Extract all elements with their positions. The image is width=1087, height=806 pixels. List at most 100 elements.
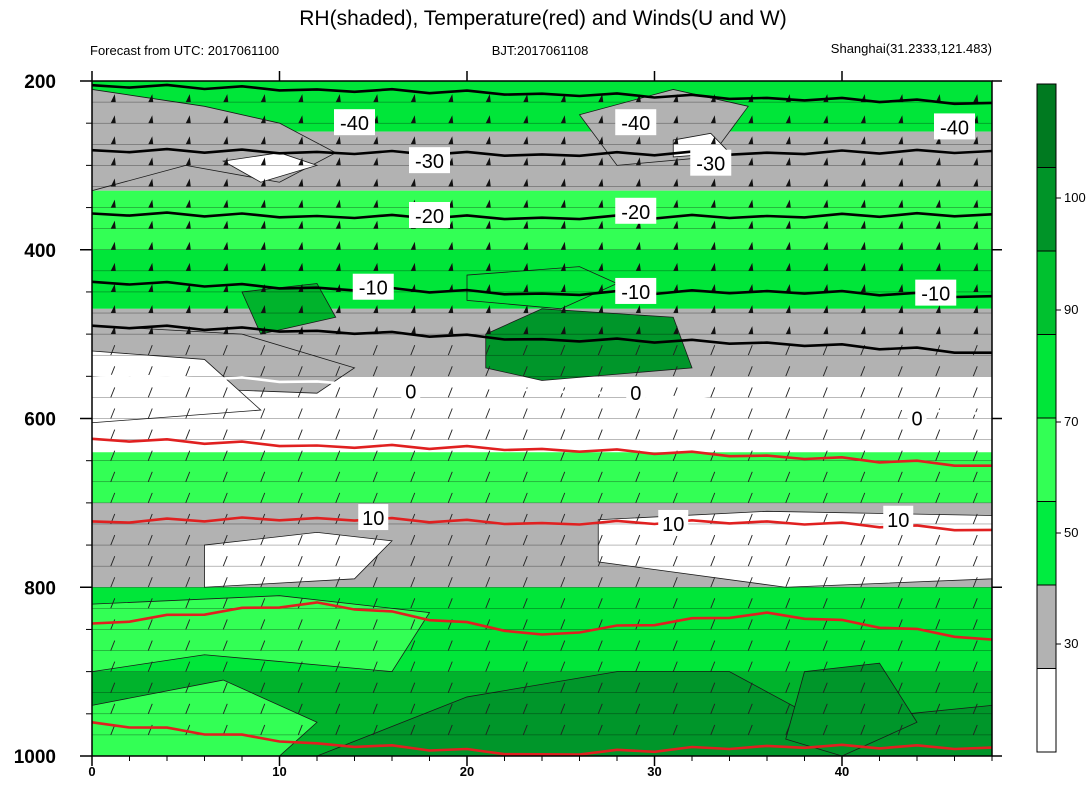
contour-label: 10 xyxy=(883,505,914,532)
wind-barb xyxy=(222,577,228,588)
colorbar-label: 30 xyxy=(1064,636,1078,651)
wind-barb xyxy=(335,577,341,588)
wind-barb xyxy=(373,220,379,229)
wind-barb xyxy=(823,115,829,124)
wind-barb xyxy=(785,178,791,187)
wind-barb xyxy=(560,555,566,567)
wind-barb xyxy=(560,450,566,461)
wind-barb xyxy=(110,577,116,588)
wind-barb xyxy=(298,199,304,208)
wind-barb xyxy=(410,471,416,482)
wind-barb xyxy=(148,157,154,166)
wind-barb xyxy=(448,136,454,145)
wind-barb xyxy=(785,534,791,546)
wind-barb xyxy=(222,640,228,651)
wind-barb xyxy=(635,492,641,504)
colorbar-label: 90 xyxy=(1064,302,1078,317)
wind-barb xyxy=(485,345,491,356)
wind-barb xyxy=(785,724,791,736)
wind-barb xyxy=(672,492,678,504)
wind-barb xyxy=(260,305,266,314)
forecast-time-label: Forecast from UTC: 2017061100 xyxy=(90,43,279,58)
wind-barb xyxy=(860,703,866,714)
wind-barb xyxy=(522,429,528,440)
wind-barb xyxy=(485,492,491,504)
wind-barb xyxy=(785,115,791,124)
wind-barb xyxy=(673,241,679,250)
wind-barb xyxy=(148,220,154,229)
wind-barb xyxy=(560,429,566,440)
wind-barb xyxy=(223,178,229,187)
wind-barb xyxy=(373,136,379,145)
wind-barb xyxy=(897,703,903,714)
wind-barb xyxy=(260,703,266,714)
contour-label-box xyxy=(401,377,421,404)
wind-barb xyxy=(897,429,903,440)
wind-barb xyxy=(973,94,979,103)
wind-barb xyxy=(260,94,266,103)
wind-barb xyxy=(635,305,641,314)
wind-barb xyxy=(260,366,266,377)
wind-barb xyxy=(560,661,566,672)
wind-barb xyxy=(973,262,979,271)
wind-barb xyxy=(335,534,341,546)
wind-barb xyxy=(785,136,791,145)
wind-barb xyxy=(185,450,191,461)
wind-barb xyxy=(410,703,416,714)
wind-barb xyxy=(898,241,904,250)
wind-barb xyxy=(748,157,754,166)
wind-barb xyxy=(972,619,978,630)
wind-barb xyxy=(710,640,716,651)
wind-barb xyxy=(222,471,228,482)
wind-barb xyxy=(822,640,828,651)
wind-barb xyxy=(747,534,753,546)
wind-barb xyxy=(410,326,416,335)
wind-barb xyxy=(860,199,866,208)
wind-barb xyxy=(785,640,791,651)
wind-barb xyxy=(972,366,978,377)
wind-barb xyxy=(935,305,941,314)
wind-barb xyxy=(298,305,304,314)
wind-barb xyxy=(972,555,978,567)
wind-barb xyxy=(785,450,791,461)
wind-barb xyxy=(560,471,566,482)
x-tick-label: 20 xyxy=(460,764,474,779)
wind-barb xyxy=(935,598,941,609)
wind-barb xyxy=(485,178,491,187)
wind-barb xyxy=(972,577,978,588)
wind-barb xyxy=(298,115,304,124)
wind-barb xyxy=(148,199,154,208)
temperature-line xyxy=(92,516,992,532)
wind-barb xyxy=(485,241,491,250)
wind-barb xyxy=(448,178,454,187)
wind-barb xyxy=(597,471,603,482)
wind-barb xyxy=(898,136,904,145)
wind-barb xyxy=(598,220,604,229)
wind-barb xyxy=(860,136,866,145)
wind-barb xyxy=(935,513,941,525)
wind-barb xyxy=(410,345,416,356)
wind-barb xyxy=(522,534,528,546)
wind-barb xyxy=(335,199,341,208)
wind-barb xyxy=(185,387,191,398)
wind-barb xyxy=(635,241,641,250)
wind-barb xyxy=(860,262,866,271)
wind-barb xyxy=(710,199,716,208)
wind-barb xyxy=(822,577,828,588)
wind-barb xyxy=(560,199,566,208)
wind-barb xyxy=(185,408,191,419)
wind-barb xyxy=(185,241,191,250)
wind-barb xyxy=(822,534,828,546)
wind-barb xyxy=(822,724,828,736)
wind-barb xyxy=(973,305,979,314)
wind-barb xyxy=(597,703,603,714)
wind-barb xyxy=(598,136,604,145)
wind-barb xyxy=(485,326,491,335)
wind-barb xyxy=(935,619,941,630)
wind-barb xyxy=(485,682,491,693)
wind-barb xyxy=(185,157,191,166)
y-tick-label: 1000 xyxy=(14,747,56,768)
wind-barb xyxy=(710,598,716,609)
wind-barb xyxy=(147,429,153,440)
wind-barb xyxy=(560,366,566,377)
